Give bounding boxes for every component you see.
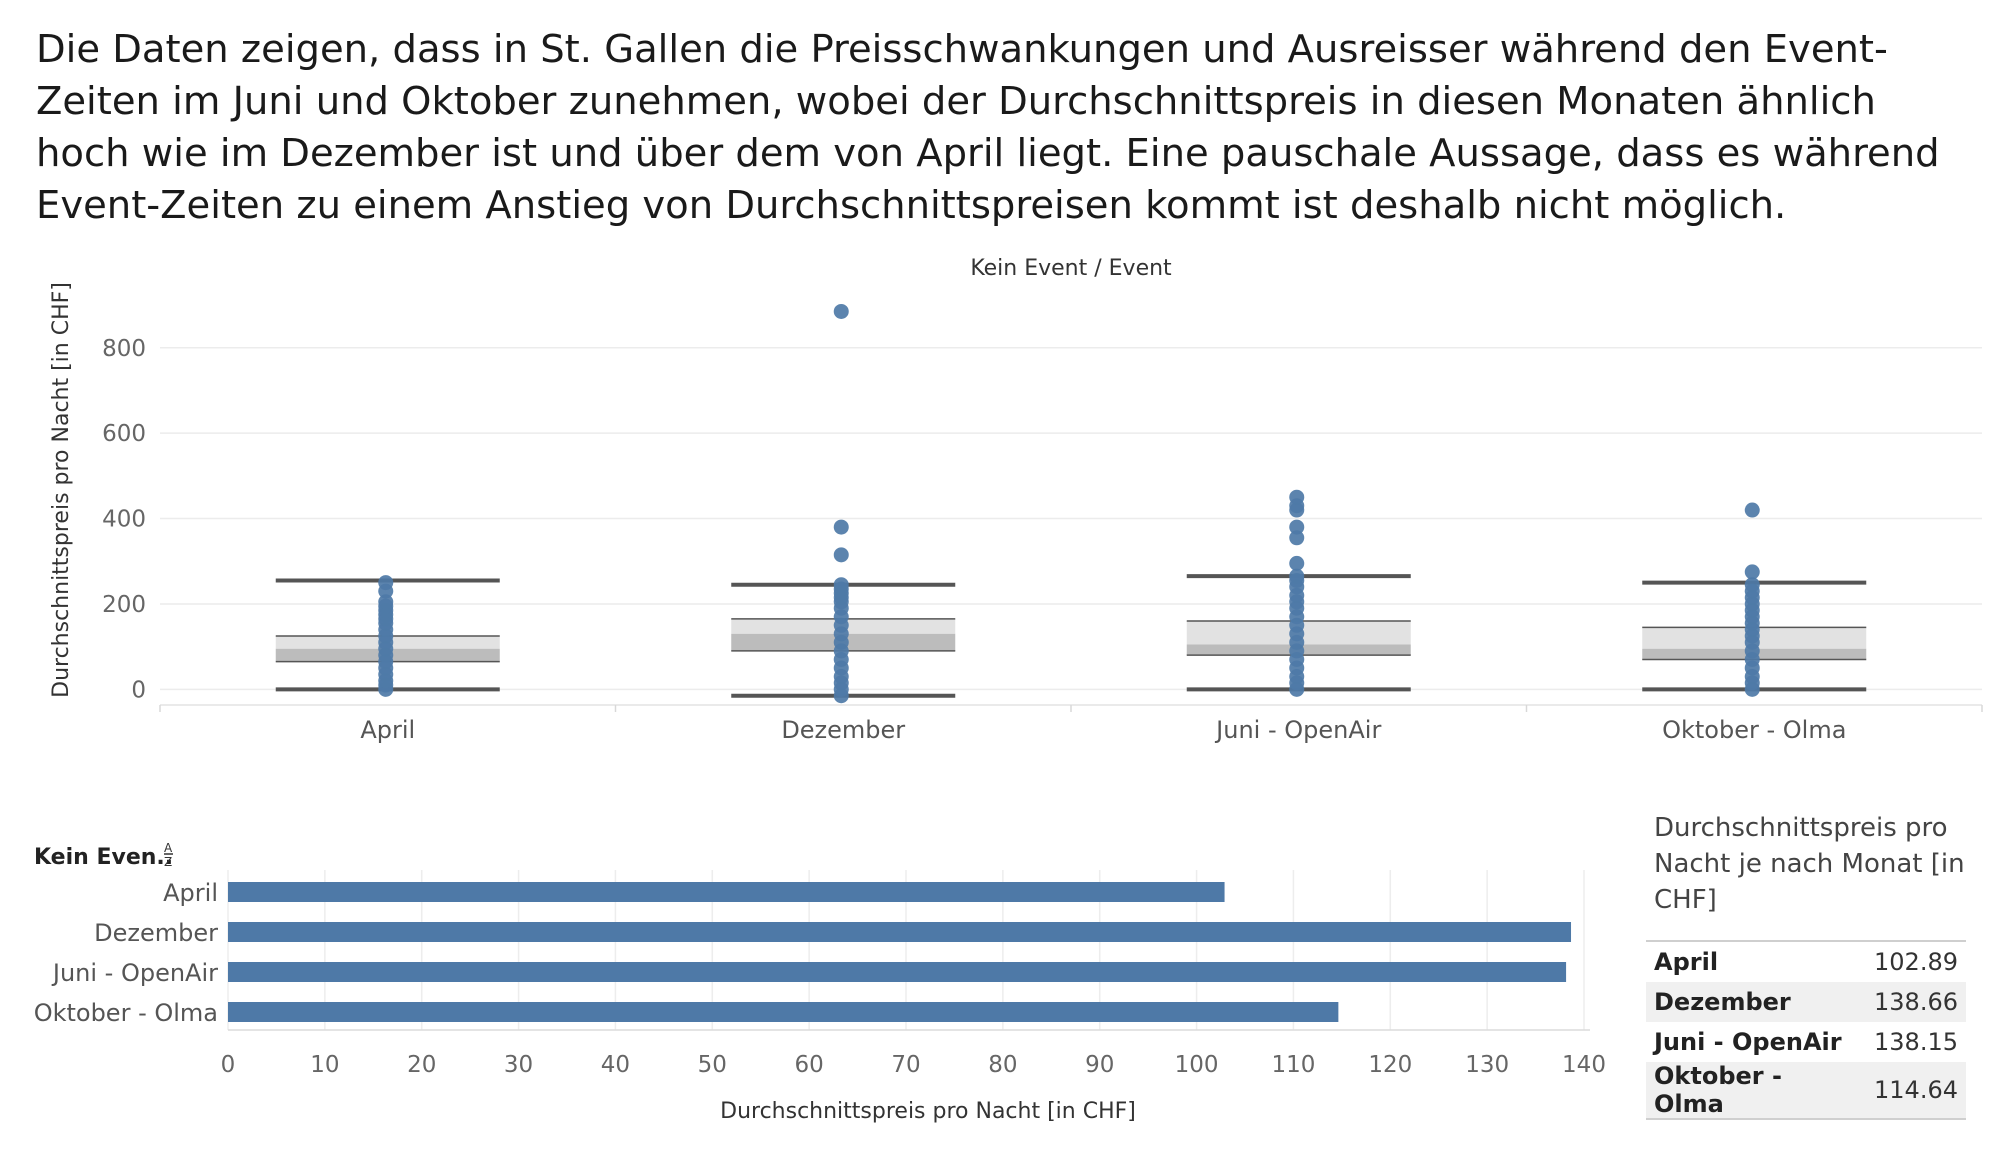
- summary-value: 102.89: [1874, 948, 1958, 976]
- bar-category-label: Juni - OpenAir: [51, 959, 218, 987]
- x-category-label: Juni - OpenAir: [1214, 716, 1381, 744]
- bar-category-label: Oktober - Olma: [34, 999, 218, 1027]
- x-tick-label: 80: [988, 1052, 1017, 1078]
- x-tick-label: 100: [1175, 1052, 1219, 1078]
- data-point: [1289, 555, 1305, 571]
- x-category-label: April: [360, 716, 415, 744]
- sort-icon[interactable]: A Z: [164, 841, 173, 869]
- x-category-label: Dezember: [781, 716, 905, 744]
- data-point: [833, 577, 849, 593]
- x-tick-label: 0: [221, 1052, 236, 1078]
- table-row: Dezember 138.66: [1646, 982, 1966, 1022]
- bar-category-label: Dezember: [94, 919, 218, 947]
- x-tick-label: 140: [1562, 1052, 1606, 1078]
- x-tick-label: 50: [698, 1052, 727, 1078]
- svg-text:Z: Z: [164, 855, 172, 869]
- table-row: Oktober - Olma 114.64: [1646, 1062, 1966, 1119]
- y-tick-label: 600: [102, 421, 146, 447]
- x-category-label: Oktober - Olma: [1662, 716, 1846, 744]
- data-point: [833, 303, 849, 319]
- data-point: [833, 519, 849, 535]
- summary-value: 114.64: [1866, 1062, 1966, 1119]
- bar: [228, 882, 1225, 902]
- summary-month: Dezember: [1646, 982, 1867, 1022]
- data-point: [833, 547, 849, 563]
- summary-value: 138.66: [1866, 982, 1966, 1022]
- summary-title: Durchschnittspreis pro Nacht je nach Mon…: [1654, 813, 1965, 915]
- bar: [228, 1002, 1339, 1022]
- data-point: [1744, 502, 1760, 518]
- bar-category-labels: April Dezember Juni - OpenAir Oktober - Olm…: [34, 879, 218, 1027]
- table-row: April 102.89: [1646, 941, 1966, 982]
- bar-category-label: April: [163, 879, 218, 907]
- bar: [228, 962, 1567, 982]
- table-row: Juni - OpenAir 138.15: [1646, 1022, 1966, 1062]
- chart-title: Kein Event / Event: [970, 256, 1172, 281]
- x-tick-labels: 0 10 20 30 40 50 60 70 80 90 100 110 120 130 140: [221, 1052, 1606, 1078]
- x-tick-label: 40: [601, 1052, 630, 1078]
- data-point: [1289, 489, 1305, 505]
- x-category-labels: April Dezember Juni - OpenAir Oktober - Olm…: [360, 716, 1846, 744]
- x-tick-label: 70: [891, 1052, 920, 1078]
- data-point: [1289, 530, 1305, 546]
- bar: [228, 922, 1572, 942]
- x-tick-label: 60: [795, 1052, 824, 1078]
- summary-month: Oktober - Olma: [1646, 1062, 1867, 1119]
- summary-value: 138.15: [1874, 1028, 1958, 1056]
- bar-chart: Kein Even.. A Z April Dezember Juni - Open…: [34, 841, 1606, 1124]
- y-tick-label: 0: [131, 677, 146, 703]
- data-point: [1744, 577, 1760, 593]
- summary-month: Juni - OpenAir: [1654, 1028, 1842, 1056]
- data-point: [1289, 519, 1305, 535]
- summary-month: April: [1654, 948, 1719, 976]
- data-point: [1289, 568, 1305, 584]
- svg-text:A: A: [164, 841, 173, 855]
- x-tick-label: 120: [1368, 1052, 1412, 1078]
- data-point: [1744, 564, 1760, 580]
- data-point: [378, 575, 394, 591]
- summary-table: April 102.89 Dezember 138.66 Juni - Open…: [1646, 940, 1966, 1120]
- y-tick-label: 800: [102, 336, 146, 362]
- bars: [228, 882, 1572, 1022]
- x-tick-label: 130: [1465, 1052, 1509, 1078]
- headline-text: Die Daten zeigen, dass in St. Gallen die…: [36, 27, 1940, 228]
- data-point: [378, 594, 394, 610]
- data-points: [378, 303, 1760, 704]
- box-plot-chart: Kein Event / Event Durchschnittspreis pr…: [49, 256, 1983, 744]
- row-header-label: Kein Even..: [34, 845, 173, 870]
- x-tick-label: 90: [1085, 1052, 1114, 1078]
- y-axis-title: Durchschnittspreis pro Nacht [in CHF]: [49, 282, 74, 698]
- x-tick-label: 20: [407, 1052, 436, 1078]
- y-tick-label: 400: [102, 507, 146, 533]
- y-tick-labels: 0 200 400 600 800: [102, 336, 146, 704]
- y-tick-label: 200: [102, 592, 146, 618]
- x-axis-title: Durchschnittspreis pro Nacht [in CHF]: [720, 1099, 1136, 1124]
- x-tick-label: 10: [310, 1052, 339, 1078]
- x-tick-label: 30: [504, 1052, 533, 1078]
- x-tick-label: 110: [1271, 1052, 1315, 1078]
